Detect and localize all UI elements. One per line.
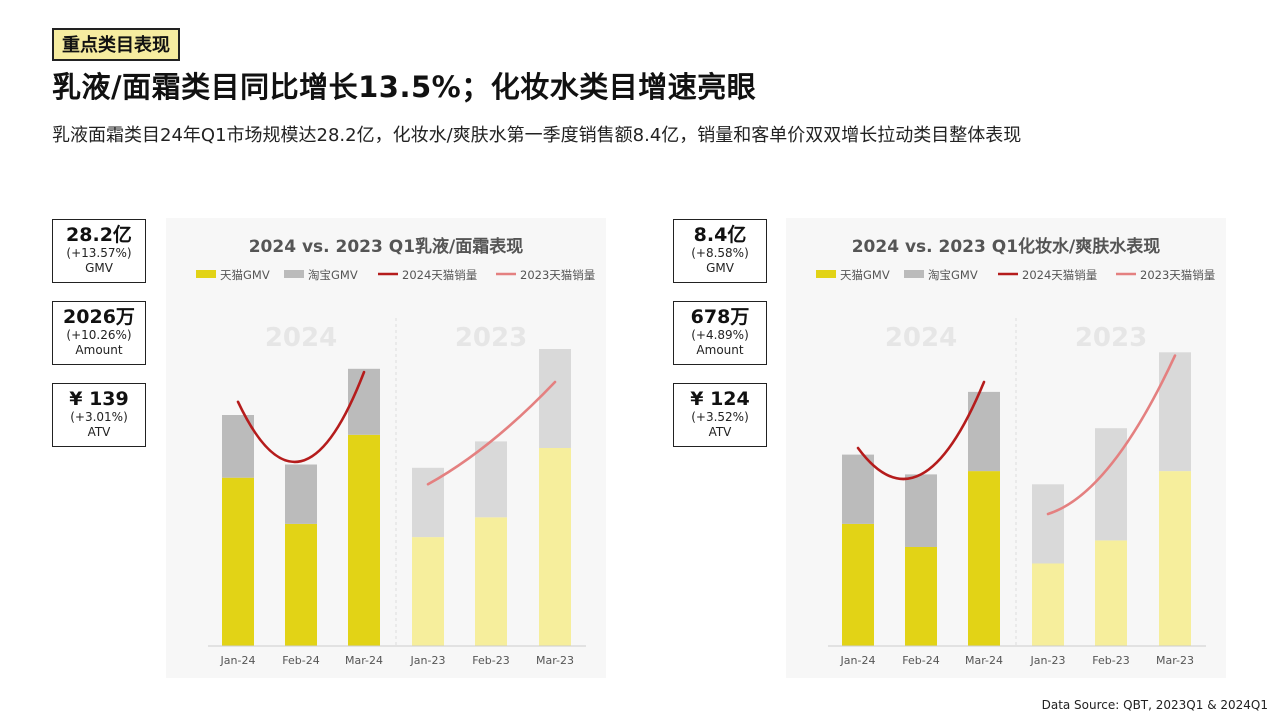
bar-taobao-gmv — [1032, 484, 1064, 564]
legend-label: 2024天猫销量 — [1022, 268, 1097, 282]
legend-swatch — [196, 270, 216, 278]
kpi-change: (+8.58%) — [691, 246, 749, 260]
kpi-change: (+4.89%) — [691, 328, 749, 342]
year-watermark: 2023 — [1075, 323, 1147, 353]
bar-taobao-gmv — [1159, 352, 1191, 472]
bar-tmall-gmv — [285, 523, 317, 646]
kpi-change: (+13.57%) — [66, 246, 132, 260]
page-subtitle: 乳液面霜类目24年Q1市场规模达28.2亿，化妆水/爽肤水第一季度销售额8.4亿… — [52, 125, 1022, 146]
kpi-card-gmv-right: 8.4亿 (+8.58%) GMV — [673, 219, 767, 283]
bar-taobao-gmv — [222, 415, 254, 478]
bar-tmall-gmv — [905, 547, 937, 646]
legend-label: 淘宝GMV — [928, 268, 978, 282]
bar-taobao-gmv — [475, 441, 507, 518]
bar-taobao-gmv — [968, 391, 1000, 472]
line-2024-tmall-volume — [856, 380, 986, 481]
data-source: Data Source: QBT, 2023Q1 & 2024Q1 — [1041, 698, 1268, 712]
x-tick-label: Jan-23 — [1030, 654, 1066, 667]
legend-label: 2023天猫销量 — [520, 268, 595, 282]
year-watermark: 2024 — [885, 323, 957, 353]
x-tick-label: Feb-24 — [902, 654, 939, 667]
x-tick-label: Mar-23 — [1156, 654, 1194, 667]
x-tick-label: Mar-24 — [965, 654, 1003, 667]
legend-swatch — [904, 270, 924, 278]
x-tick-label: Jan-24 — [840, 654, 876, 667]
bar-tmall-gmv — [1032, 563, 1064, 646]
kpi-card-atv-right: ¥ 124 (+3.52%) ATV — [673, 383, 767, 447]
bar-tmall-gmv — [348, 434, 380, 646]
x-tick-label: Mar-24 — [345, 654, 383, 667]
bar-tmall-gmv — [412, 537, 444, 646]
legend-label: 天猫GMV — [840, 268, 890, 282]
chart-panel-toner: 2024 vs. 2023 Q1化妆水/爽肤水表现天猫GMV 淘宝GMV 2024天… — [786, 218, 1226, 678]
legend-label: 天猫GMV — [220, 268, 270, 282]
kpi-card-amount-left: 2026万 (+10.26%) Amount — [52, 301, 146, 365]
x-tick-label: Feb-24 — [282, 654, 319, 667]
bar-taobao-gmv — [348, 368, 380, 435]
x-tick-label: Jan-23 — [410, 654, 446, 667]
kpi-label: Amount — [75, 343, 123, 357]
kpi-change: (+3.52%) — [691, 410, 749, 424]
kpi-change: (+3.01%) — [70, 410, 128, 424]
bar-tmall-gmv — [222, 477, 254, 646]
x-tick-label: Feb-23 — [1092, 654, 1129, 667]
chart-title: 2024 vs. 2023 Q1化妆水/爽肤水表现 — [852, 236, 1161, 257]
bar-tmall-gmv — [968, 471, 1000, 646]
bar-taobao-gmv — [539, 349, 571, 448]
chart-title: 2024 vs. 2023 Q1乳液/面霜表现 — [249, 236, 524, 257]
bar-tmall-gmv — [842, 523, 874, 646]
x-tick-label: Feb-23 — [472, 654, 509, 667]
bar-taobao-gmv — [842, 454, 874, 524]
kpi-change: (+10.26%) — [66, 328, 132, 342]
x-tick-label: Mar-23 — [536, 654, 574, 667]
bar-tmall-gmv — [539, 448, 571, 646]
bar-taobao-gmv — [1095, 428, 1127, 541]
kpi-card-amount-right: 678万 (+4.89%) Amount — [673, 301, 767, 365]
year-watermark: 2024 — [265, 323, 337, 353]
bar-taobao-gmv — [285, 464, 317, 524]
kpi-label: GMV — [85, 261, 113, 275]
kpi-label: GMV — [706, 261, 734, 275]
bar-tmall-gmv — [1095, 540, 1127, 646]
kpi-label: ATV — [708, 425, 732, 439]
kpi-card-atv-left: ¥ 139 (+3.01%) ATV — [52, 383, 146, 447]
legend-label: 淘宝GMV — [308, 268, 358, 282]
kpi-value: 2026万 — [63, 306, 135, 328]
legend-label: 2023天猫销量 — [1140, 268, 1215, 282]
legend-swatch — [816, 270, 836, 278]
bar-tmall-gmv — [475, 517, 507, 646]
kpi-value: 8.4亿 — [693, 224, 747, 246]
page-title: 乳液/面霜类目同比增长13.5%；化妆水类目增速亮眼 — [52, 70, 757, 104]
kpi-value: ¥ 139 — [69, 388, 129, 410]
legend-swatch — [284, 270, 304, 278]
kpi-card-gmv-left: 28.2亿 (+13.57%) GMV — [52, 219, 146, 283]
year-watermark: 2023 — [455, 323, 527, 353]
section-tag: 重点类目表现 — [52, 28, 180, 61]
kpi-label: Amount — [696, 343, 744, 357]
kpi-value: ¥ 124 — [690, 388, 750, 410]
x-tick-label: Jan-24 — [220, 654, 256, 667]
line-2023-tmall-volume — [1046, 354, 1177, 516]
kpi-label: ATV — [87, 425, 111, 439]
line-2024-tmall-volume — [236, 370, 366, 464]
chart-panel-lotion: 2024 vs. 2023 Q1乳液/面霜表现天猫GMV 淘宝GMV 2024天猫销… — [166, 218, 606, 678]
legend-label: 2024天猫销量 — [402, 268, 477, 282]
bar-tmall-gmv — [1159, 471, 1191, 646]
bar-taobao-gmv — [905, 474, 937, 547]
kpi-value: 28.2亿 — [66, 224, 132, 246]
line-2023-tmall-volume — [426, 380, 557, 486]
kpi-value: 678万 — [690, 306, 750, 328]
